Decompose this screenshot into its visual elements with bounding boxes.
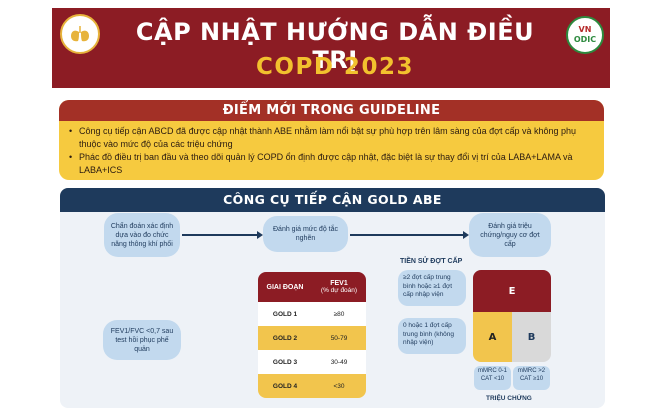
table-row: GOLD 4 <30 xyxy=(258,374,366,398)
lung-logo xyxy=(60,14,100,54)
exacerbation-history-title: TIỀN SỬ ĐỢT CẤP xyxy=(400,258,463,265)
table-row: GOLD 2 50-79 xyxy=(258,326,366,350)
arrow-head-2 xyxy=(463,231,469,239)
list-item: Công cụ tiếp cận ABCD đã được cập nhật t… xyxy=(69,125,594,151)
column-header-fev1: FEV1 (% dự đoán) xyxy=(312,272,366,302)
list-item: Phác đồ điều trị ban đầu và theo dõi quả… xyxy=(69,151,594,177)
group-e-cell: E xyxy=(473,270,551,312)
history-high-risk: ≥2 đợt cấp trung bình hoặc ≥1 đợt cấp nh… xyxy=(398,270,466,306)
step-symptoms-risk: Đánh giá triệu chứng/nguy cơ đợt cấp xyxy=(469,213,551,257)
stage-cell: GOLD 1 xyxy=(272,310,298,318)
spirometry-criteria: FEV1/FVC <0,7 sau test hồi phục phế quản xyxy=(103,320,181,360)
fev1-cell: 30-49 xyxy=(330,358,348,366)
stage-cell: GOLD 3 xyxy=(272,358,298,366)
mmrc-high: mMRC >2 CAT ≥10 xyxy=(513,366,550,390)
logo-text-top: VN xyxy=(578,25,592,34)
group-a-cell: A xyxy=(473,312,512,362)
symptoms-axis-label: TRIỆU CHỨNG xyxy=(486,395,532,402)
fev1-cell: <30 xyxy=(333,382,345,390)
arrow-2 xyxy=(350,234,463,236)
abe-heading: CÔNG CỤ TIẾP CẬN GOLD ABE xyxy=(60,188,605,212)
whats-new-panel: ĐIỂM MỚI TRONG GUIDELINE Công cụ tiếp cậ… xyxy=(59,100,604,180)
stage-cell: GOLD 2 xyxy=(272,334,298,342)
arrow-1 xyxy=(182,234,257,236)
fev1-sublabel: (% dự đoán) xyxy=(320,287,358,294)
logo-text-bottom: ODIC xyxy=(573,35,597,44)
vnodic-logo: VN ODIC xyxy=(566,16,604,54)
column-header-stage: GIAI ĐOẠN xyxy=(266,283,304,291)
group-b-cell: B xyxy=(512,312,551,362)
history-low-risk: 0 hoặc 1 đợt cấp trung bình (không nhập … xyxy=(398,318,466,354)
step-obstruction: Đánh giá mức độ tắc nghẽn xyxy=(263,216,348,252)
fev1-cell: 50-79 xyxy=(330,334,348,342)
arrow-head-1 xyxy=(257,231,263,239)
fev1-cell: ≥80 xyxy=(333,310,345,318)
lung-icon xyxy=(71,26,89,42)
stage-cell: GOLD 4 xyxy=(272,382,298,390)
mmrc-low: mMRC 0-1 CAT <10 xyxy=(474,366,511,390)
table-header: GIAI ĐOẠN FEV1 (% dự đoán) xyxy=(258,272,366,302)
fev1-label: FEV1 xyxy=(330,280,348,287)
page-subtitle: COPD 2023 xyxy=(256,54,414,80)
table-row: GOLD 3 30-49 xyxy=(258,350,366,374)
step-diagnosis: Chẩn đoán xác định dựa vào đo chức năng … xyxy=(104,213,180,257)
page-title: CẬP NHẬT HƯỚNG DẪN ĐIỀU TRỊ xyxy=(135,18,535,74)
whats-new-list: Công cụ tiếp cận ABCD đã được cập nhật t… xyxy=(59,121,604,177)
table-row: GOLD 1 ≥80 xyxy=(258,302,366,326)
whats-new-heading: ĐIỂM MỚI TRONG GUIDELINE xyxy=(59,100,604,121)
gold-stage-table: GIAI ĐOẠN FEV1 (% dự đoán) GOLD 1 ≥80 GO… xyxy=(258,272,366,398)
header-banner xyxy=(52,8,610,88)
